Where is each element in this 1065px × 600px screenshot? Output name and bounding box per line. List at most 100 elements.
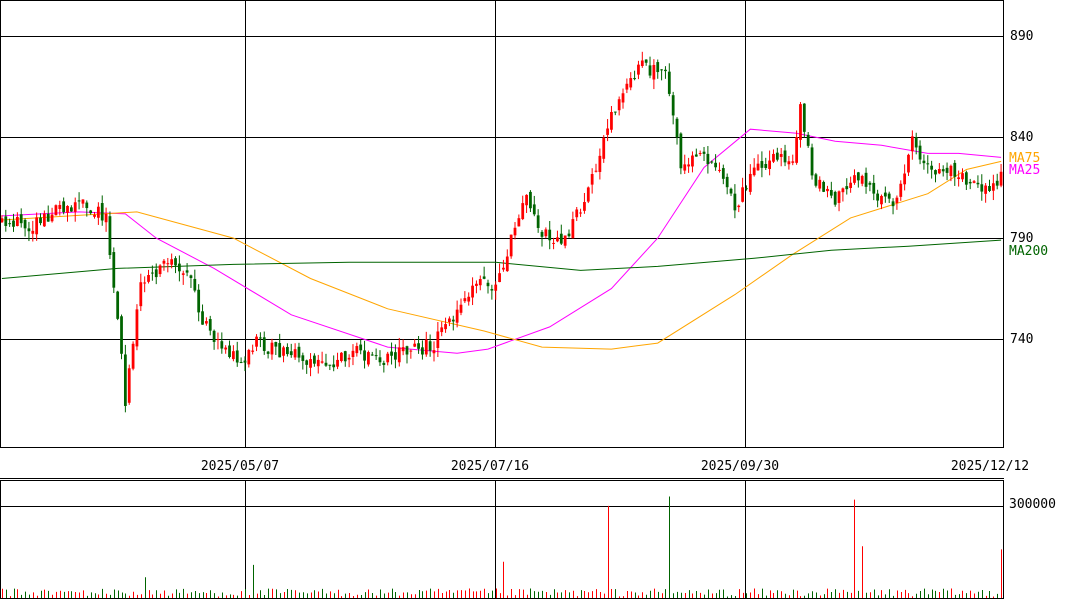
candle-body bbox=[818, 179, 822, 189]
candle-body bbox=[96, 206, 100, 218]
candle-body bbox=[401, 347, 405, 352]
y-tick-label-890: 890 bbox=[1010, 29, 1033, 44]
candle-body bbox=[204, 321, 208, 324]
candle-body bbox=[895, 197, 899, 204]
candle-body bbox=[181, 273, 185, 275]
candle-body bbox=[120, 316, 123, 354]
candle-body bbox=[775, 152, 779, 160]
candle-body bbox=[247, 350, 251, 365]
candle-body bbox=[390, 351, 393, 356]
candle-body bbox=[104, 213, 108, 223]
candle-body bbox=[563, 235, 567, 246]
candle-body bbox=[918, 145, 922, 160]
candle-body bbox=[62, 201, 66, 213]
candle-body bbox=[721, 168, 725, 179]
candle-body bbox=[984, 185, 988, 194]
candle-body bbox=[691, 155, 694, 167]
candle-body bbox=[220, 341, 224, 349]
candle-body bbox=[147, 275, 150, 282]
candle-body bbox=[316, 359, 320, 367]
candle-body bbox=[185, 270, 189, 273]
candle-body bbox=[143, 282, 147, 284]
candle-body bbox=[336, 359, 339, 367]
candle-body bbox=[309, 359, 312, 368]
candle-body bbox=[127, 368, 131, 403]
candle-body bbox=[941, 169, 945, 172]
candle-body bbox=[166, 263, 170, 265]
candle-body bbox=[949, 165, 953, 176]
x-tick-label-0507: 2025/05/07 bbox=[201, 459, 279, 474]
candle-body bbox=[274, 342, 278, 347]
candle-body bbox=[995, 180, 999, 186]
candle-body bbox=[8, 223, 12, 225]
candle-body bbox=[988, 185, 991, 191]
candle-body bbox=[359, 344, 363, 351]
candle-body bbox=[262, 337, 266, 351]
candle-body bbox=[39, 217, 42, 224]
candle-body bbox=[293, 349, 297, 358]
candle-body bbox=[802, 103, 806, 132]
candle-body bbox=[440, 327, 444, 333]
candle-body bbox=[540, 231, 544, 237]
candle-body bbox=[239, 361, 243, 363]
candle-body bbox=[428, 341, 432, 351]
candle-body bbox=[833, 191, 837, 205]
candle-body bbox=[957, 177, 961, 180]
candle-body bbox=[644, 59, 648, 63]
ma-line-ma25 bbox=[1, 128, 1002, 354]
candle-body bbox=[162, 260, 166, 264]
candle-body bbox=[613, 111, 617, 113]
candle-body bbox=[232, 351, 235, 360]
candle-body bbox=[494, 284, 498, 291]
candle-body bbox=[193, 278, 197, 291]
candle-body bbox=[50, 214, 54, 222]
moving-average-lines bbox=[1, 128, 1002, 354]
candle-body bbox=[332, 364, 336, 368]
candle-body bbox=[27, 228, 31, 232]
y-tick-label-740: 740 bbox=[1010, 332, 1033, 347]
candle-body bbox=[251, 350, 255, 352]
candle-body bbox=[490, 289, 494, 291]
candle-body bbox=[675, 118, 679, 138]
candle-body bbox=[961, 173, 964, 180]
candle-body bbox=[617, 99, 621, 111]
candle-body bbox=[444, 324, 447, 330]
candle-body bbox=[926, 163, 930, 165]
candle-body bbox=[725, 176, 729, 188]
candle-body bbox=[868, 182, 872, 185]
candle-body bbox=[621, 93, 625, 103]
candle-body bbox=[779, 154, 783, 157]
candle-body bbox=[243, 360, 247, 363]
candle-body bbox=[529, 191, 532, 209]
candle-body bbox=[505, 256, 509, 272]
candle-body bbox=[482, 276, 486, 279]
candle-body bbox=[764, 164, 768, 168]
candle-body bbox=[23, 219, 27, 229]
candle-body bbox=[910, 136, 914, 152]
candle-body bbox=[154, 269, 158, 278]
candle-body bbox=[671, 95, 675, 116]
candle-body bbox=[4, 216, 8, 226]
candle-body bbox=[814, 174, 818, 186]
candle-body bbox=[787, 161, 791, 165]
candle-body bbox=[212, 330, 216, 342]
candle-body bbox=[548, 229, 552, 241]
candle-body bbox=[370, 354, 374, 356]
x-tick-label-0716: 2025/07/16 bbox=[451, 459, 529, 474]
candle-body bbox=[343, 351, 347, 362]
candle-body bbox=[417, 343, 420, 349]
ma-line-ma200 bbox=[1, 239, 1002, 279]
candle-body bbox=[571, 219, 575, 239]
candle-body bbox=[46, 213, 50, 222]
candle-body bbox=[640, 60, 644, 67]
candle-body bbox=[201, 311, 204, 325]
candle-body bbox=[856, 172, 860, 181]
candle-body bbox=[679, 133, 683, 169]
x-tick-label-0930: 2025/09/30 bbox=[701, 459, 779, 474]
candle-body bbox=[498, 273, 501, 283]
volume-tick-label-300000: 300000 bbox=[1009, 497, 1056, 512]
ma-line-ma75 bbox=[1, 160, 1002, 350]
candle-body bbox=[745, 188, 748, 190]
candle-body bbox=[432, 350, 436, 354]
